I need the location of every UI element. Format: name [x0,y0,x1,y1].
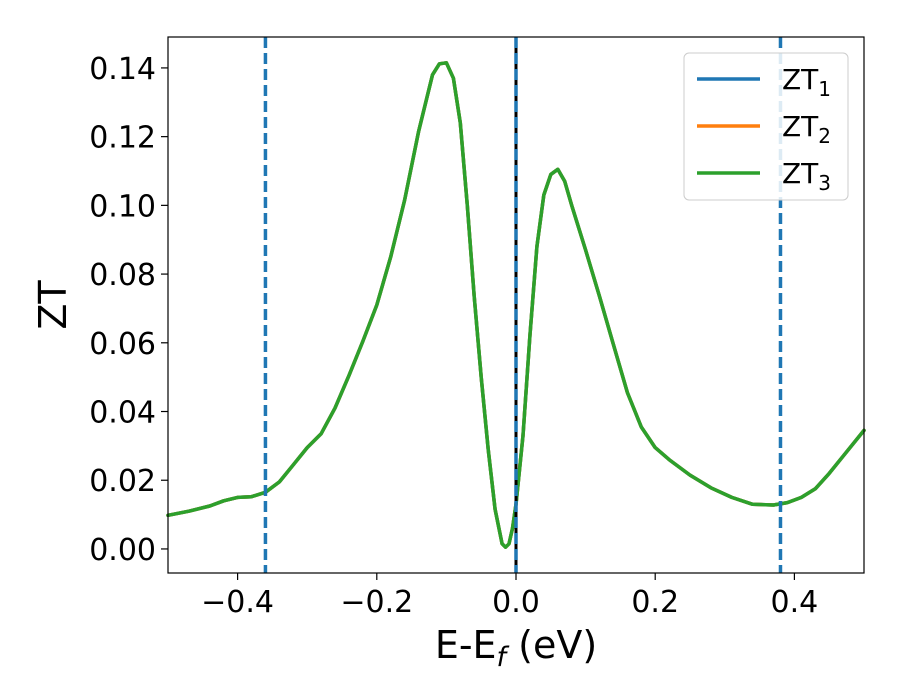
legend-label-zt2: ZT2 [782,110,831,148]
y-axis: 0.00 0.02 0.04 0.06 0.08 0.10 0.12 0.14 [89,52,168,568]
data-layer [166,61,866,549]
legend-label-zt3: ZT3 [782,157,831,195]
y-tick-label: 0.00 [89,533,156,568]
x-axis: −0.4 −0.2 0.0 0.2 0.4 [201,573,818,620]
y-tick-label: 0.08 [89,258,156,293]
legend-box [683,52,849,201]
x-tick-label: 0.0 [492,585,540,620]
series-line-zt3 [166,61,866,549]
y-tick-label: 0.04 [89,396,156,431]
x-tick-label: 0.4 [771,585,819,620]
x-tick-label: −0.2 [340,585,413,620]
legend-label-zt1: ZT1 [782,63,831,101]
y-tick-label: 0.14 [89,52,156,87]
x-axis-label: E-Ef (eV) [435,623,597,673]
y-tick-label: 0.12 [89,121,156,156]
y-tick-label: 0.06 [89,327,156,362]
y-tick-label: 0.02 [89,464,156,499]
y-axis-label: ZT [31,280,75,330]
legend: ZT1 ZT2 ZT3 [683,52,849,201]
x-tick-label: −0.4 [201,585,274,620]
y-tick-label: 0.10 [89,189,156,224]
x-tick-label: 0.2 [631,585,679,620]
